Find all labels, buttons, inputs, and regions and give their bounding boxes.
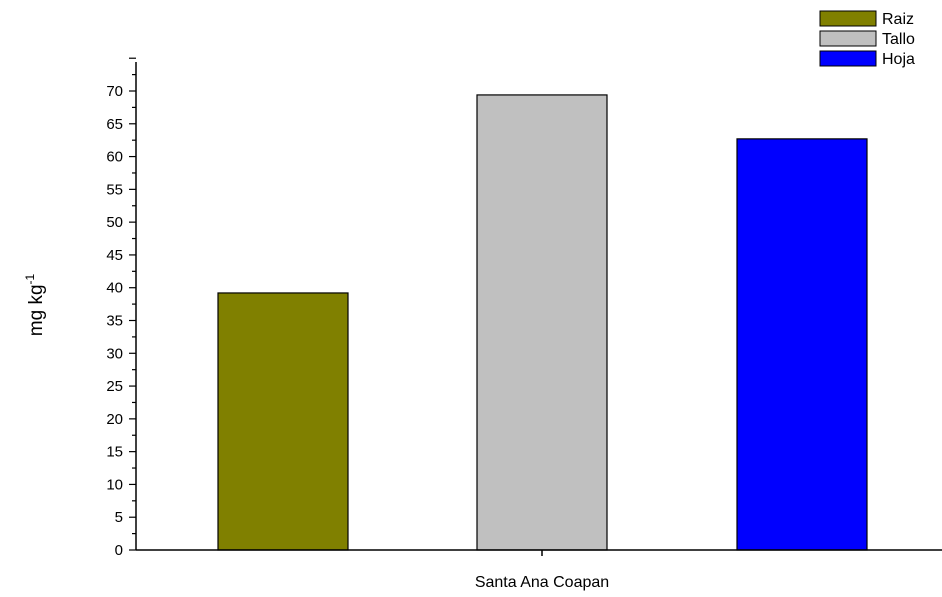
legend-label-hoja: Hoja [882,51,915,68]
y-axis-label: mg kg-1 [23,273,47,336]
y-axis-label-superscript: -1 [23,273,37,284]
legend-label-tallo: Tallo [882,31,915,48]
y-tick-label: 40 [106,280,123,297]
y-ticks-group: 0 5 10 15 20 25 30 35 40 45 50 55 60 65 70 [106,57,136,559]
legend-swatch-raiz [819,10,877,27]
y-tick-label: 55 [106,181,123,198]
legend-swatch-tallo [819,30,877,47]
legend-label-raiz: Raiz [882,11,914,28]
legend-swatch-hoja [819,50,877,67]
axes-group [135,62,942,556]
y-tick-label: 10 [106,476,123,493]
y-tick-label: 30 [106,345,123,362]
bars-group [217,94,868,551]
legend: Raiz Tallo Hoja [819,10,915,68]
y-tick-label: 25 [106,378,123,395]
y-tick-label: 60 [106,149,123,166]
bar-hoja [736,138,868,551]
y-axis-label-main: mg kg [26,284,47,336]
y-tick-label: 65 [106,116,123,133]
y-tick-label: 20 [106,411,123,428]
y-tick-label: 50 [106,214,123,231]
y-tick-label: 35 [106,313,123,330]
y-tick-label: 0 [115,542,123,559]
x-axis-label: Santa Ana Coapan [475,574,609,591]
bar-tallo [476,94,608,551]
y-tick-label: 45 [106,247,123,264]
y-tick-label: 5 [115,509,123,526]
y-tick-label: 15 [106,444,123,461]
y-tick-label: 70 [106,83,123,100]
bar-raiz [217,292,349,551]
